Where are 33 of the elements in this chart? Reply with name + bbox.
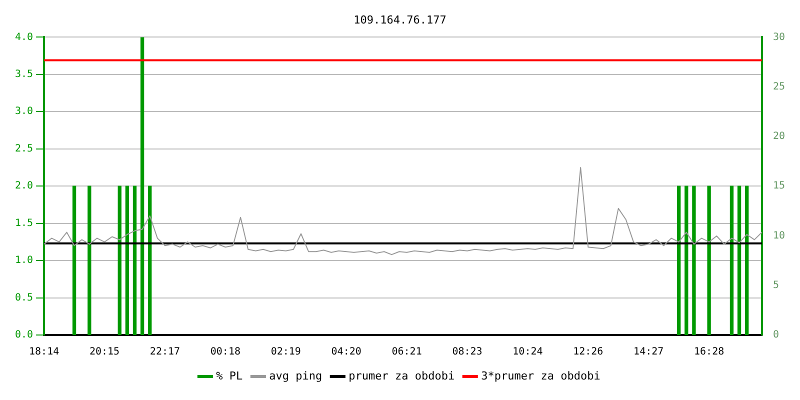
y-tick-label: 0.0 — [15, 330, 34, 341]
x-tick-label: 12:26 — [573, 346, 604, 358]
x-tick-label: 22:17 — [150, 346, 180, 358]
x-tick-label: 14:27 — [634, 346, 664, 358]
y2-tick-label: 20 — [772, 131, 786, 142]
x-tick-label: 18:14 — [29, 346, 60, 358]
y2-tick-label: 0 — [772, 330, 779, 341]
y-tick-label: 0.5 — [15, 292, 34, 304]
y-tick-label: 3.5 — [15, 69, 34, 80]
y-tick-label: 3.0 — [15, 106, 34, 118]
x-tick-label: 16:28 — [694, 346, 724, 358]
y2-tick-label: 10 — [772, 230, 786, 242]
x-tick-label: 04:20 — [331, 346, 362, 358]
legend-label: prumer za obdobi — [348, 369, 455, 382]
y2-tick-label: 5 — [772, 280, 779, 291]
y2-tick-label: 25 — [772, 81, 786, 92]
y2-tick-label: 30 — [772, 32, 786, 43]
legend-label: % PL — [216, 369, 244, 382]
chart-title: 109.164.76.177 — [354, 13, 446, 26]
y-tick-label: 2.0 — [15, 180, 34, 192]
y-tick-label: 1.5 — [15, 218, 34, 229]
x-tick-label: 20:15 — [89, 346, 120, 358]
x-tick-label: 02:19 — [270, 346, 301, 358]
x-tick-label: 06:21 — [392, 346, 422, 358]
y-tick-label: 1.0 — [15, 255, 34, 266]
y-tick-label: 2.5 — [15, 143, 34, 154]
x-tick-label: 08:23 — [452, 346, 482, 358]
legend-label: avg ping — [269, 369, 322, 382]
y2-tick-label: 15 — [772, 180, 786, 192]
x-tick-label: 00:18 — [210, 346, 240, 358]
y-tick-label: 4.0 — [15, 32, 34, 43]
legend-label: 3*prumer za obdobi — [481, 369, 600, 382]
x-tick-label: 10:24 — [512, 346, 543, 358]
